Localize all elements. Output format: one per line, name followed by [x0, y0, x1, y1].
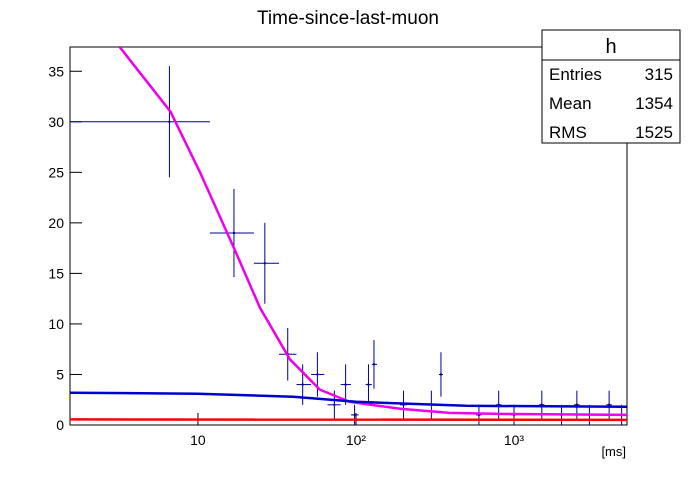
stats-title: h — [605, 36, 616, 58]
stats-frame — [541, 29, 681, 144]
y-tick-label: 20 — [48, 215, 64, 231]
y-tick-label: 35 — [48, 63, 64, 79]
data-point — [353, 413, 356, 417]
stats-value: 315 — [645, 65, 673, 84]
stats-value: 1354 — [635, 94, 673, 113]
x-axis-label: [ms] — [601, 444, 626, 459]
x-tick-label: 10² — [346, 432, 367, 448]
data-point — [372, 363, 376, 366]
stats-box: h Entries 315 Mean 1354 RMS 1525 — [541, 29, 681, 144]
stats-value: 1525 — [635, 123, 673, 142]
chart-title: Time-since-last-muon — [257, 8, 439, 29]
data-point — [232, 231, 236, 235]
data-point — [333, 403, 336, 406]
stats-label: Mean — [549, 94, 592, 113]
stats-label: Entries — [549, 65, 602, 84]
x-tick-label: 10³ — [504, 432, 525, 448]
stats-label: RMS — [549, 123, 587, 142]
y-tick-label: 15 — [48, 265, 64, 281]
data-point — [301, 383, 304, 386]
y-tick-label: 0 — [56, 417, 64, 433]
data-point — [367, 383, 370, 386]
fit-curve — [118, 47, 627, 417]
data-point — [607, 403, 611, 406]
data-point — [263, 262, 267, 265]
y-tick-label: 30 — [48, 114, 64, 130]
data-point — [168, 120, 171, 123]
x-tick-label: 10 — [190, 432, 206, 448]
fit-curve — [70, 418, 627, 422]
plot-area — [70, 47, 627, 425]
y-tick-label: 5 — [56, 366, 64, 382]
y-tick-label: 10 — [48, 316, 64, 332]
data-point — [316, 373, 319, 376]
data-point — [344, 383, 347, 386]
fit-curve — [70, 391, 627, 409]
data-point — [439, 373, 443, 376]
y-tick-label: 25 — [48, 164, 64, 180]
frame — [69, 46, 628, 426]
